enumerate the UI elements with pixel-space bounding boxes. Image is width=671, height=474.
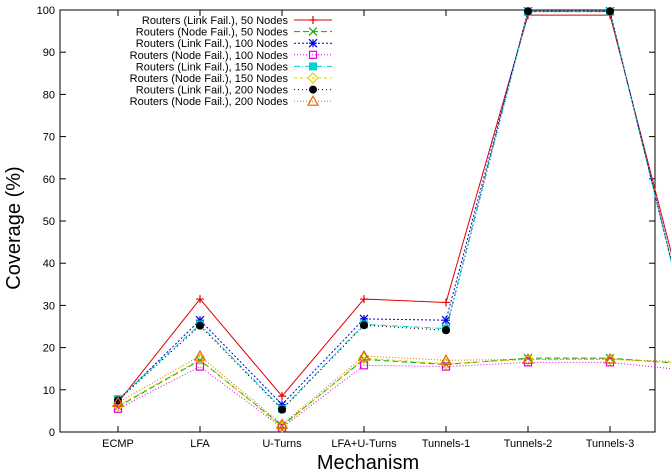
legend-entry: Routers (Link Fail.), 200 Nodes (136, 85, 332, 97)
data-point (524, 7, 532, 16)
data-point (359, 314, 369, 324)
series-8 (111, 349, 671, 430)
legend-label: Routers (Link Fail.), 200 Nodes (136, 85, 289, 97)
data-point (196, 321, 204, 330)
legend-entry: Routers (Node Fail.), 50 Nodes (136, 27, 332, 39)
series-layer (111, 6, 671, 433)
y-tick-label: 90 (43, 47, 55, 59)
legend-entry: Routers (Node Fail.), 150 Nodes (130, 72, 332, 85)
legend-entry: Routers (Link Fail.), 150 Nodes (136, 61, 332, 73)
legend-entry: Routers (Link Fail.), 100 Nodes (136, 38, 332, 50)
y-tick-label: 10 (43, 385, 55, 397)
y-tick-label: 50 (43, 216, 55, 228)
legend-label: Routers (Link Fail.), 50 Nodes (142, 15, 289, 27)
data-point (360, 295, 368, 304)
legend-label: Routers (Node Fail.), 50 Nodes (136, 27, 289, 39)
data-point (441, 315, 451, 325)
data-point (193, 349, 207, 361)
data-point (442, 326, 450, 335)
legend-marker (309, 85, 317, 94)
data-point (359, 361, 369, 370)
data-point (441, 362, 451, 371)
data-point (442, 298, 450, 307)
legend-marker (307, 72, 319, 84)
data-point (114, 396, 122, 405)
series-line (117, 355, 671, 426)
legend-marker (308, 27, 318, 37)
series-2 (113, 353, 671, 431)
data-point (439, 354, 453, 365)
legend-marker (306, 94, 320, 106)
data-point (605, 353, 615, 363)
axes: 0 10 20 30 40 50 60 70 80 90 100 ECMP LFA U-Turns LFA+… (37, 5, 656, 450)
series-line (117, 10, 671, 406)
data-point (523, 353, 533, 363)
data-point (606, 7, 614, 16)
y-tick-label: 60 (43, 174, 55, 186)
series-line (117, 11, 671, 410)
legend-label: Routers (Node Fail.), 100 Nodes (130, 50, 289, 62)
data-point (195, 315, 205, 325)
series-line (117, 361, 671, 429)
y-tick-label: 70 (43, 132, 55, 144)
legend-marker (309, 62, 317, 71)
legend-label: Routers (Link Fail.), 150 Nodes (136, 61, 289, 73)
data-point (275, 418, 289, 430)
y-tick-label: 20 (43, 343, 55, 355)
series-line (117, 14, 671, 403)
y-tick-label: 30 (43, 300, 55, 312)
legend-entry: Routers (Node Fail.), 100 Nodes (130, 50, 332, 62)
data-point (522, 353, 534, 366)
data-point (357, 349, 371, 361)
x-tick-label: ECMP (102, 438, 134, 450)
x-tick-label: LFA+U-Turns (331, 438, 397, 450)
x-tick-label: LFA (190, 438, 210, 450)
data-point (196, 295, 204, 304)
data-point (111, 396, 125, 408)
legend-label: Routers (Node Fail.), 150 Nodes (130, 73, 289, 85)
x-tick-label: Tunnels-2 (504, 438, 553, 450)
legend-marker (309, 16, 317, 24)
data-point (605, 358, 615, 367)
x-tick-label: Tunnels-3 (586, 438, 635, 450)
legend-label: Routers (Node Fail.), 200 Nodes (130, 96, 289, 108)
x-axis-title: Mechanism (317, 452, 419, 474)
data-point (278, 392, 286, 401)
y-tick-label: 80 (43, 89, 55, 101)
data-point (603, 352, 617, 364)
data-point (604, 353, 616, 366)
y-tick-label: 40 (43, 258, 55, 270)
legend-entry: Routers (Node Fail.), 200 Nodes (130, 94, 332, 108)
legend-marker (308, 50, 318, 59)
series-4 (113, 358, 671, 432)
series-7 (114, 7, 671, 414)
data-point (523, 358, 533, 367)
data-point (521, 353, 535, 365)
y-tick-label: 100 (37, 5, 55, 17)
data-point (278, 405, 286, 414)
y-tick-label: 0 (49, 427, 55, 439)
data-point (277, 400, 287, 409)
legend-label: Routers (Link Fail.), 100 Nodes (136, 38, 289, 50)
legend-entry: Routers (Link Fail.), 50 Nodes (142, 15, 332, 27)
series-line (117, 357, 671, 427)
x-tick-label: Tunnels-1 (422, 438, 471, 450)
data-point (195, 362, 205, 371)
series-line (117, 357, 671, 428)
x-tick-label: U-Turns (262, 438, 302, 450)
legend-marker (308, 38, 318, 48)
data-point (360, 321, 368, 330)
y-axis-title: Coverage (%) (3, 166, 25, 289)
